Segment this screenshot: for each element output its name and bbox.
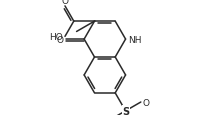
Text: S: S: [122, 106, 129, 115]
Text: HO: HO: [49, 33, 63, 42]
Text: O: O: [143, 98, 150, 107]
Text: O: O: [61, 0, 68, 6]
Text: NH: NH: [128, 35, 141, 44]
Text: O: O: [57, 35, 64, 44]
